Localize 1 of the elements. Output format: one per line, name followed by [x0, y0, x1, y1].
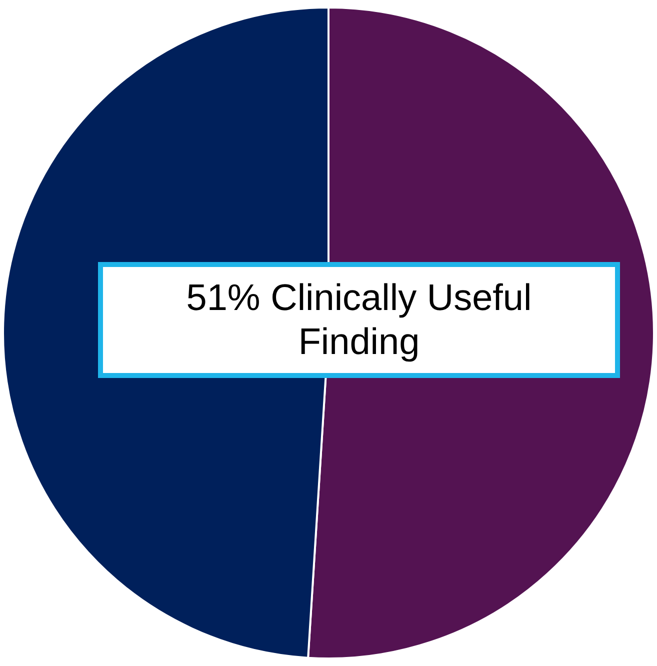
text: 51% Clinically Useful Finding [98, 262, 620, 378]
